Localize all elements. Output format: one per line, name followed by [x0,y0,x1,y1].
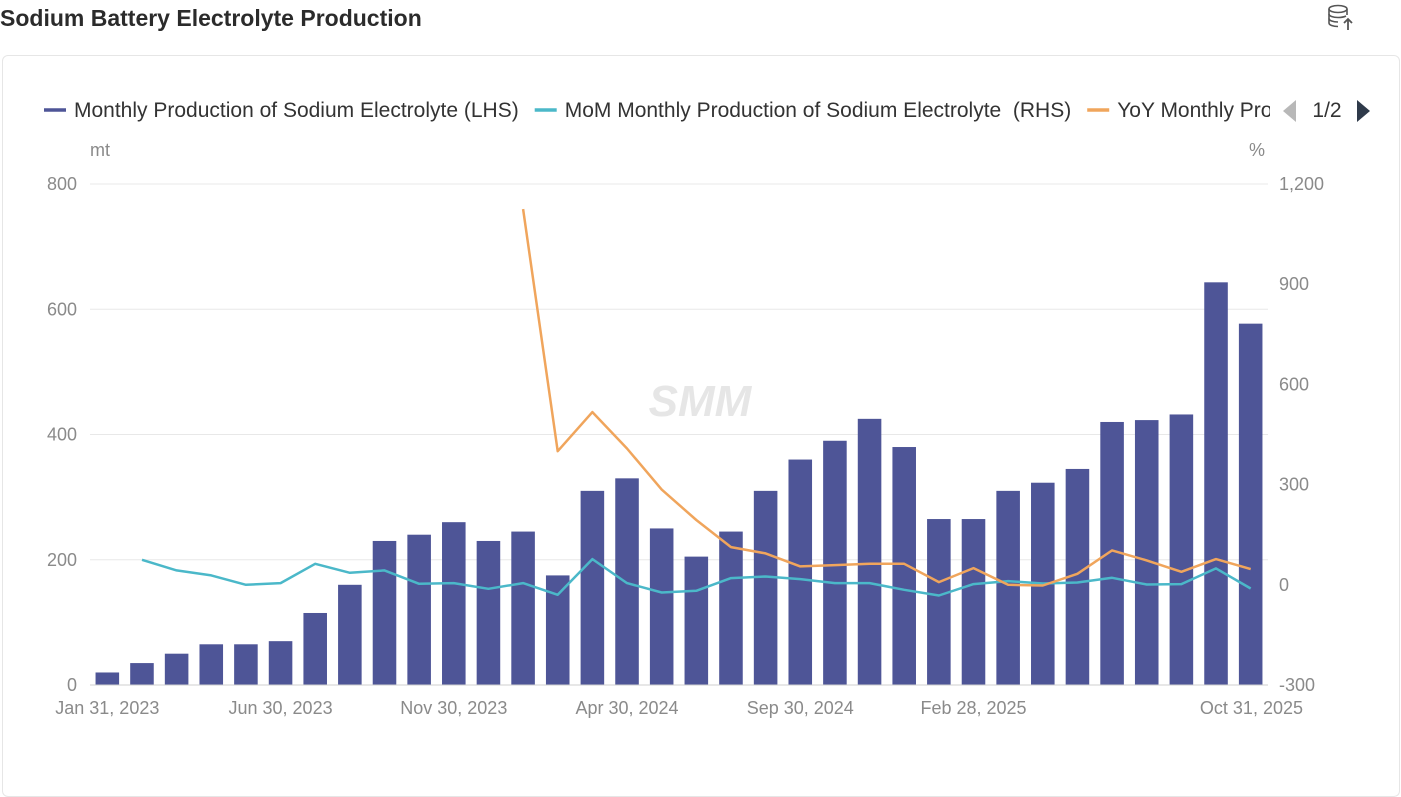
bar[interactable] [407,534,431,685]
left-axis-unit: mt [90,140,110,160]
bar[interactable] [545,575,570,685]
bar[interactable] [719,531,743,685]
right-axis-tick-label: 900 [1279,274,1309,294]
watermark: SMM [649,377,753,426]
legend-label: Monthly Production of Sodium Electrolyte… [74,99,519,122]
bar[interactable] [1238,323,1263,685]
bar[interactable] [823,440,847,685]
bar[interactable] [476,540,501,685]
bar[interactable] [511,531,535,685]
left-axis-tick-label: 400 [47,425,77,445]
bar[interactable] [684,556,709,685]
legend-item[interactable]: MoM Monthly Production of Sodium Electro… [534,99,1072,122]
bar[interactable] [303,612,327,685]
x-axis-tick-label: Oct 31, 2025 [1200,698,1303,718]
bar[interactable] [857,418,882,685]
page-title: Sodium Battery Electrolyte Production [0,5,422,31]
right-axis-tick-label: 300 [1279,475,1309,495]
chart: SMM 0 200 400 600 800 -300 0 300 600 900 1,200 mt % J… [44,99,1401,718]
bar[interactable] [234,644,258,685]
line-series [141,208,1252,597]
bar[interactable] [927,519,951,685]
bar[interactable] [338,584,362,685]
left-axis-tick-label: 200 [47,550,77,570]
x-axis-tick-label: Nov 30, 2023 [400,698,507,718]
legend-page-indicator: 1/2 [1312,99,1341,122]
bar[interactable] [95,672,120,685]
yoy-line[interactable] [521,208,1252,587]
x-axis-tick-label: Feb 28, 2025 [920,698,1026,718]
bar[interactable] [1100,421,1124,685]
bar[interactable] [164,653,189,685]
x-axis-tick-label: Jun 30, 2023 [229,698,333,718]
mom-line[interactable] [141,557,1252,597]
bar[interactable] [753,490,778,685]
left-axis-tick-label: 800 [47,174,77,194]
bar[interactable] [442,522,466,685]
bar[interactable] [649,528,674,685]
right-axis-tick-label: 0 [1279,575,1289,595]
bar[interactable] [199,644,224,685]
right-axis-unit: % [1249,140,1265,160]
bar[interactable] [788,459,813,685]
x-axis-tick-label: Jan 31, 2023 [55,698,159,718]
legend-label: MoM Monthly Production of Sodium Electro… [565,99,1072,122]
bar[interactable] [892,447,916,685]
bar[interactable] [372,540,397,685]
right-axis-tick-label: -300 [1279,675,1315,695]
legend-pager: 1/2 [1283,99,1370,122]
right-axis-tick-label: 1,200 [1279,174,1324,194]
bar-series [95,282,1263,685]
bar[interactable] [1065,468,1090,685]
x-axis-tick-label: Apr 30, 2024 [575,698,678,718]
legend: Monthly Production of Sodium Electrolyte… [44,99,1401,122]
right-axis-tick-label: 600 [1279,374,1309,394]
bar[interactable] [1204,282,1228,685]
bar[interactable] [996,490,1020,685]
legend-item[interactable]: Monthly Production of Sodium Electrolyte… [44,99,519,122]
legend-next-icon[interactable] [1357,100,1370,122]
bar[interactable] [130,663,154,685]
legend-items: Monthly Production of Sodium Electrolyte… [44,99,1401,122]
bar[interactable] [961,519,986,685]
left-axis-tick-label: 0 [67,675,77,695]
legend-item[interactable]: YoY Monthly Production of Sodium Electro… [1087,99,1401,122]
database-export-icon[interactable] [1326,2,1356,32]
left-axis-tick-label: 600 [47,299,77,319]
x-axis-tick-label: Sep 30, 2024 [747,698,854,718]
bar[interactable] [1134,420,1159,685]
grid-lines [90,183,1268,686]
axes: 0 200 400 600 800 -300 0 300 600 900 1,200 mt % Jan 3… [47,140,1324,718]
bar[interactable] [580,490,605,685]
legend-label: YoY Monthly Production of Sodium Electro… [1117,99,1401,122]
bar[interactable] [1169,414,1194,685]
legend-prev-icon[interactable] [1283,100,1296,122]
bar[interactable] [268,641,293,685]
